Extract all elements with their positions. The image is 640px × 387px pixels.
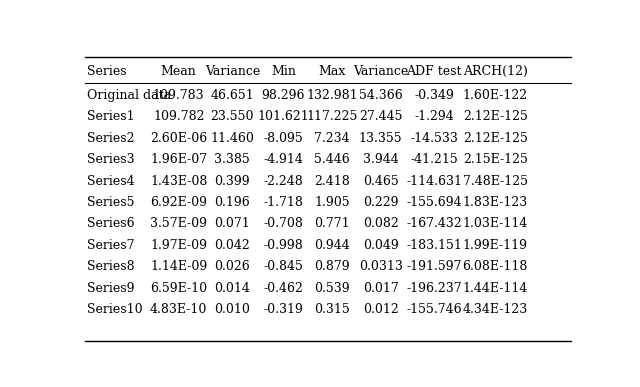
Text: -1.294: -1.294 bbox=[414, 110, 454, 123]
Text: 0.465: 0.465 bbox=[363, 175, 399, 188]
Text: -155.694: -155.694 bbox=[406, 196, 462, 209]
Text: -14.533: -14.533 bbox=[410, 132, 458, 145]
Text: 109.783: 109.783 bbox=[153, 89, 205, 102]
Text: 1.60E-122: 1.60E-122 bbox=[463, 89, 528, 102]
Text: 101.621: 101.621 bbox=[257, 110, 309, 123]
Text: Series5: Series5 bbox=[88, 196, 135, 209]
Text: 1.97E-09: 1.97E-09 bbox=[150, 239, 207, 252]
Text: 0.049: 0.049 bbox=[363, 239, 399, 252]
Text: 2.12E-125: 2.12E-125 bbox=[463, 110, 527, 123]
Text: Series: Series bbox=[88, 65, 127, 78]
Text: Variance: Variance bbox=[205, 65, 260, 78]
Text: 3.944: 3.944 bbox=[363, 153, 399, 166]
Text: Min: Min bbox=[271, 65, 296, 78]
Text: 0.042: 0.042 bbox=[214, 239, 250, 252]
Text: -114.631: -114.631 bbox=[406, 175, 462, 188]
Text: 98.296: 98.296 bbox=[262, 89, 305, 102]
Text: 0.879: 0.879 bbox=[314, 260, 350, 273]
Text: -0.998: -0.998 bbox=[264, 239, 303, 252]
Text: 0.012: 0.012 bbox=[363, 303, 399, 316]
Text: 0.229: 0.229 bbox=[363, 196, 398, 209]
Text: -8.095: -8.095 bbox=[264, 132, 303, 145]
Text: -191.597: -191.597 bbox=[406, 260, 462, 273]
Text: 11.460: 11.460 bbox=[211, 132, 254, 145]
Text: -183.151: -183.151 bbox=[406, 239, 462, 252]
Text: -0.845: -0.845 bbox=[264, 260, 303, 273]
Text: 0.771: 0.771 bbox=[314, 217, 350, 231]
Text: 1.14E-09: 1.14E-09 bbox=[150, 260, 207, 273]
Text: ARCH(12): ARCH(12) bbox=[463, 65, 527, 78]
Text: 1.96E-07: 1.96E-07 bbox=[150, 153, 207, 166]
Text: 1.43E-08: 1.43E-08 bbox=[150, 175, 207, 188]
Text: Original data: Original data bbox=[88, 89, 172, 102]
Text: Series8: Series8 bbox=[88, 260, 135, 273]
Text: Series6: Series6 bbox=[88, 217, 135, 231]
Text: -0.708: -0.708 bbox=[264, 217, 303, 231]
Text: 1.905: 1.905 bbox=[314, 196, 350, 209]
Text: 109.782: 109.782 bbox=[153, 110, 204, 123]
Text: Mean: Mean bbox=[161, 65, 196, 78]
Text: 1.83E-123: 1.83E-123 bbox=[463, 196, 528, 209]
Text: 6.59E-10: 6.59E-10 bbox=[150, 282, 207, 295]
Text: 1.44E-114: 1.44E-114 bbox=[463, 282, 528, 295]
Text: Series4: Series4 bbox=[88, 175, 135, 188]
Text: 4.34E-123: 4.34E-123 bbox=[463, 303, 528, 316]
Text: 2.60E-06: 2.60E-06 bbox=[150, 132, 207, 145]
Text: Max: Max bbox=[318, 65, 346, 78]
Text: 0.010: 0.010 bbox=[214, 303, 250, 316]
Text: 1.03E-114: 1.03E-114 bbox=[463, 217, 528, 231]
Text: Series3: Series3 bbox=[88, 153, 135, 166]
Text: 7.234: 7.234 bbox=[314, 132, 350, 145]
Text: 7.48E-125: 7.48E-125 bbox=[463, 175, 527, 188]
Text: -155.746: -155.746 bbox=[406, 303, 462, 316]
Text: 0.944: 0.944 bbox=[314, 239, 350, 252]
Text: 27.445: 27.445 bbox=[359, 110, 403, 123]
Text: Series1: Series1 bbox=[88, 110, 135, 123]
Text: 6.92E-09: 6.92E-09 bbox=[150, 196, 207, 209]
Text: Series2: Series2 bbox=[88, 132, 135, 145]
Text: 0.196: 0.196 bbox=[214, 196, 250, 209]
Text: Series10: Series10 bbox=[88, 303, 143, 316]
Text: 0.026: 0.026 bbox=[214, 260, 250, 273]
Text: 3.57E-09: 3.57E-09 bbox=[150, 217, 207, 231]
Text: 0.399: 0.399 bbox=[214, 175, 250, 188]
Text: 13.355: 13.355 bbox=[359, 132, 403, 145]
Text: Variance: Variance bbox=[353, 65, 408, 78]
Text: 0.014: 0.014 bbox=[214, 282, 250, 295]
Text: -0.462: -0.462 bbox=[264, 282, 303, 295]
Text: -0.319: -0.319 bbox=[264, 303, 303, 316]
Text: 23.550: 23.550 bbox=[211, 110, 254, 123]
Text: 2.418: 2.418 bbox=[314, 175, 350, 188]
Text: 117.225: 117.225 bbox=[307, 110, 358, 123]
Text: 6.08E-118: 6.08E-118 bbox=[463, 260, 528, 273]
Text: Series9: Series9 bbox=[88, 282, 135, 295]
Text: -2.248: -2.248 bbox=[264, 175, 303, 188]
Text: -1.718: -1.718 bbox=[264, 196, 303, 209]
Text: 2.12E-125: 2.12E-125 bbox=[463, 132, 527, 145]
Text: 0.539: 0.539 bbox=[314, 282, 350, 295]
Text: -167.432: -167.432 bbox=[406, 217, 462, 231]
Text: ADF test: ADF test bbox=[406, 65, 462, 78]
Text: 0.0313: 0.0313 bbox=[358, 260, 403, 273]
Text: 46.651: 46.651 bbox=[211, 89, 254, 102]
Text: 1.99E-119: 1.99E-119 bbox=[463, 239, 527, 252]
Text: -196.237: -196.237 bbox=[406, 282, 462, 295]
Text: Series7: Series7 bbox=[88, 239, 135, 252]
Text: 3.385: 3.385 bbox=[214, 153, 250, 166]
Text: 2.15E-125: 2.15E-125 bbox=[463, 153, 527, 166]
Text: 4.83E-10: 4.83E-10 bbox=[150, 303, 207, 316]
Text: 0.071: 0.071 bbox=[214, 217, 250, 231]
Text: 0.315: 0.315 bbox=[314, 303, 350, 316]
Text: 132.981: 132.981 bbox=[306, 89, 358, 102]
Text: 54.366: 54.366 bbox=[358, 89, 403, 102]
Text: 5.446: 5.446 bbox=[314, 153, 350, 166]
Text: -0.349: -0.349 bbox=[414, 89, 454, 102]
Text: -41.215: -41.215 bbox=[410, 153, 458, 166]
Text: 0.082: 0.082 bbox=[363, 217, 399, 231]
Text: -4.914: -4.914 bbox=[264, 153, 303, 166]
Text: 0.017: 0.017 bbox=[363, 282, 399, 295]
